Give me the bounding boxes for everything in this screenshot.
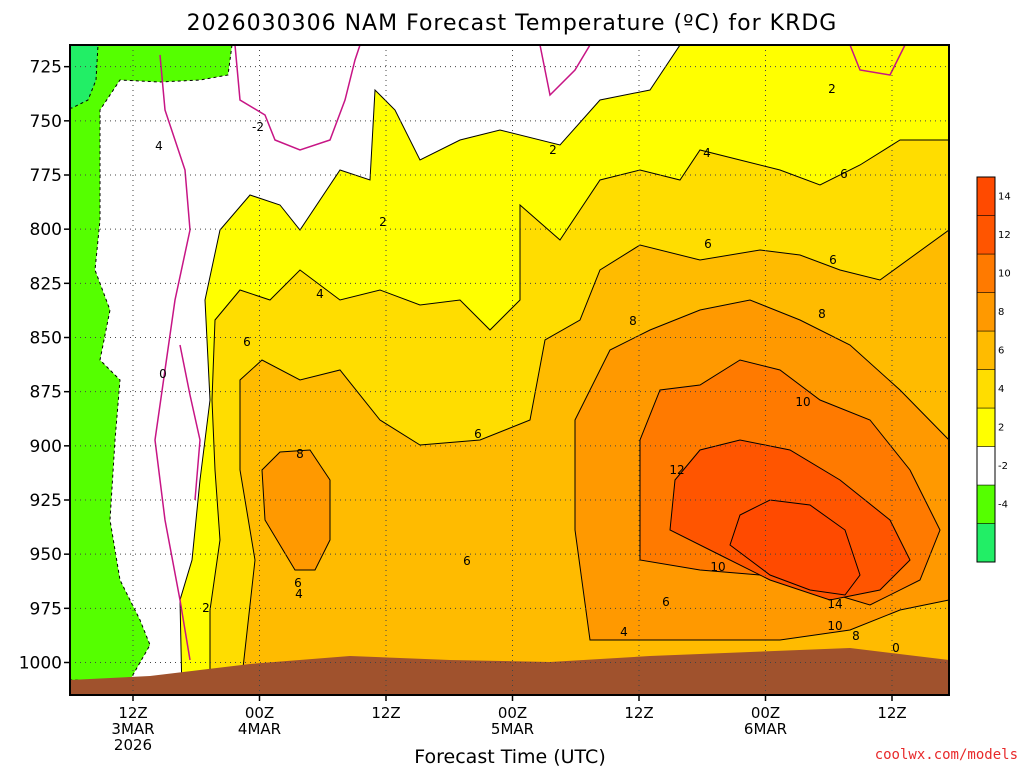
x-tick-label: 3MAR: [111, 720, 154, 738]
contour-zero-mid: [179, 344, 201, 501]
colorbar-swatch: [976, 330, 996, 370]
contour-label: 10: [827, 619, 842, 633]
y-tick-label: 725: [30, 58, 62, 78]
contour-label: 6: [662, 595, 670, 609]
contour-label: -2: [252, 120, 264, 134]
colorbar-label: 4: [998, 384, 1004, 395]
x-tick-label: 00Z: [498, 704, 527, 722]
contour-label: 8: [818, 307, 826, 321]
colorbar-label: 8: [998, 307, 1004, 318]
chart-title: 2026030306 NAM Forecast Temperature (ºC)…: [187, 11, 838, 36]
region-8-to-10-small: [261, 449, 331, 571]
contour-label: 8: [296, 447, 304, 461]
contour-label: 2: [379, 215, 387, 229]
contour-label: 4: [155, 139, 163, 153]
plot-frame: [69, 44, 950, 696]
colorbar-swatch: [976, 484, 996, 524]
grid-lines: [70, 45, 949, 695]
y-tick-label: 850: [30, 329, 62, 349]
contour-label: 0: [892, 641, 900, 655]
colorbar-label: -2: [998, 461, 1008, 472]
contour-label: 4: [295, 587, 303, 601]
contour-label: 4: [703, 146, 711, 160]
credit-text: coolwx.com/models: [875, 747, 1018, 763]
contour-label: 6: [704, 237, 712, 251]
contour-label: 4: [316, 287, 324, 301]
colorbar-swatch: [976, 292, 996, 332]
x-tick-label: 12Z: [118, 704, 147, 722]
contour-label: 4: [620, 625, 628, 639]
contour-label: 8: [629, 314, 637, 328]
colorbar-label: 12: [998, 230, 1011, 241]
y-tick-label: 800: [30, 220, 62, 240]
colorbar-label: -4: [998, 499, 1008, 510]
colorbar-label: 6: [998, 345, 1004, 356]
colorbar-label: 10: [998, 268, 1011, 279]
contour-zero-far-right: [849, 45, 906, 76]
region-14-to-16: [729, 499, 861, 596]
x-tick-label: 12Z: [371, 704, 400, 722]
colorbar-swatch: [976, 407, 996, 447]
x-tick-label: 00Z: [751, 704, 780, 722]
colorbar-swatch: [976, 446, 996, 486]
colorbar: -4 -2 2 4 6 8 10 12 14: [976, 176, 1011, 563]
contour-label: 6: [243, 335, 251, 349]
contour-label: 2: [828, 82, 836, 96]
contour-label: 2: [202, 601, 210, 615]
contour-zero-left: [154, 54, 191, 661]
colorbar-swatch: [976, 176, 996, 216]
y-tick-label: 1000: [19, 654, 62, 674]
contour-label: 12: [669, 463, 684, 477]
contour-zero-top-right: [539, 45, 591, 97]
contour-label: 6: [474, 427, 482, 441]
y-tick-label: 875: [30, 383, 62, 403]
x-tick-label: 12Z: [624, 704, 653, 722]
contour-label: 10: [795, 395, 810, 409]
y-tick-label: 975: [30, 599, 62, 619]
colorbar-label: 2: [998, 422, 1004, 433]
contour-label: 2: [549, 143, 557, 157]
contour-label: 6: [829, 253, 837, 267]
y-axis: 725 750 775 800 825 850 875 900 925 950 975 1000: [19, 58, 70, 674]
colorbar-swatch: [976, 523, 996, 563]
contour-label: 8: [852, 629, 860, 643]
y-tick-label: 750: [30, 112, 62, 132]
x-tick-label: 6MAR: [744, 720, 787, 738]
y-tick-label: 825: [30, 274, 62, 294]
y-tick-label: 900: [30, 437, 62, 457]
region-minus-2-to-minus-4: [70, 45, 233, 681]
contour-label: 10: [710, 560, 725, 574]
colorbar-frame: [976, 176, 996, 563]
colorbar-label: 14: [998, 191, 1011, 202]
colorbar-swatch: [976, 215, 996, 255]
contour-label: 14: [827, 597, 842, 611]
contour-label: 6: [294, 576, 302, 590]
y-tick-label: 775: [30, 166, 62, 186]
contour-label: 0: [159, 367, 167, 381]
x-tick-label: 2026: [114, 736, 152, 754]
y-tick-label: 950: [30, 545, 62, 565]
colorbar-swatch: [976, 369, 996, 409]
contour-zero-top: [234, 45, 361, 151]
colorbar-swatch: [976, 253, 996, 293]
x-tick-label: 00Z: [245, 704, 274, 722]
plot-area: [70, 45, 949, 695]
contour-label: 6: [463, 554, 471, 568]
y-tick-label: 925: [30, 491, 62, 511]
x-tick-label: 4MAR: [238, 720, 281, 738]
x-axis-label: Forecast Time (UTC): [414, 746, 605, 768]
region-minus-4-to-minus-6: [70, 45, 99, 109]
ground: [70, 648, 949, 695]
x-tick-label: 12Z: [877, 704, 906, 722]
x-tick-label: 5MAR: [491, 720, 534, 738]
contour-label: 6: [840, 167, 848, 181]
